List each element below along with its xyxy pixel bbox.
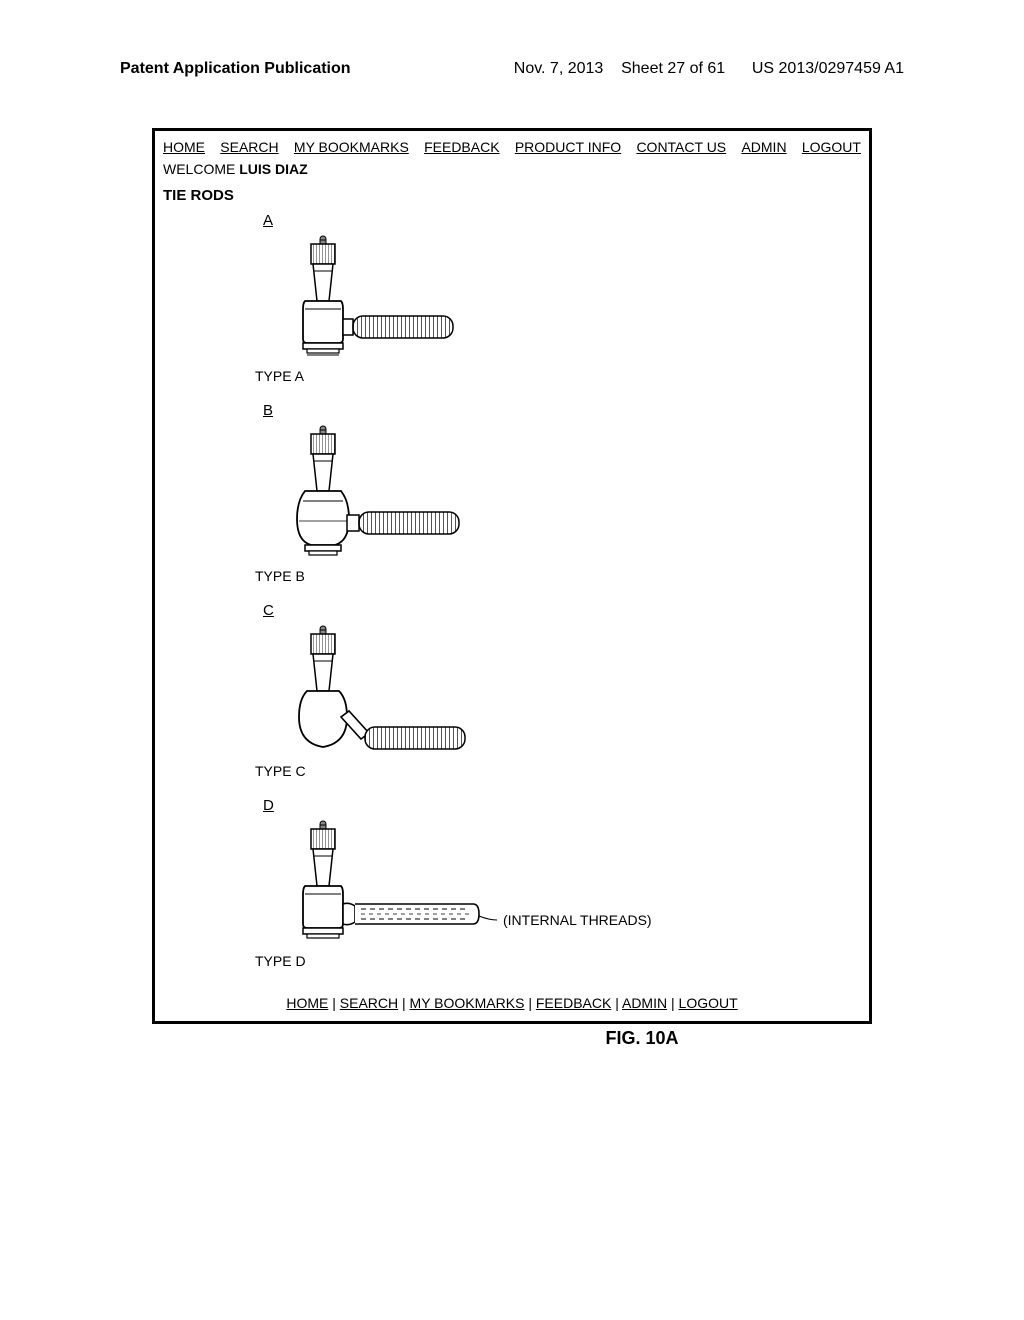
drawing-type-a	[283, 231, 861, 366]
welcome-prefix: WELCOME	[163, 161, 239, 177]
sheet-number: Sheet 27 of 61	[621, 60, 725, 77]
item-type-a: A TYPE A	[263, 212, 861, 384]
nav-feedback[interactable]: FEEDBACK	[424, 139, 499, 155]
link-type-d[interactable]: D	[263, 797, 274, 814]
caption-type-b: TYPE B	[255, 568, 861, 584]
item-list: A TYPE A B TYPE B C TYPE C D	[163, 212, 861, 969]
figure-label: FIG. 10A	[152, 1028, 872, 1049]
link-type-b[interactable]: B	[263, 402, 273, 419]
nav-admin[interactable]: ADMIN	[741, 139, 786, 155]
publication-type: Patent Application Publication	[120, 60, 351, 78]
page-header: Patent Application Publication Nov. 7, 2…	[0, 0, 1024, 88]
link-type-a[interactable]: A	[263, 212, 273, 229]
bottom-nav-home[interactable]: HOME	[286, 995, 328, 1011]
caption-type-a: TYPE A	[255, 368, 861, 384]
bottom-nav: HOME | SEARCH | MY BOOKMARKS | FEEDBACK …	[163, 987, 861, 1011]
nav-home[interactable]: HOME	[163, 139, 205, 155]
header-right: Nov. 7, 2013 Sheet 27 of 61 US 2013/0297…	[514, 60, 904, 78]
item-type-c: C TYPE C	[263, 602, 861, 779]
link-type-c[interactable]: C	[263, 602, 274, 619]
pub-date: Nov. 7, 2013	[514, 60, 604, 77]
note-type-d: (INTERNAL THREADS)	[503, 912, 652, 928]
bottom-nav-admin[interactable]: ADMIN	[622, 995, 667, 1011]
drawing-type-d: (INTERNAL THREADS)	[283, 816, 861, 951]
drawing-type-b	[283, 421, 861, 566]
publication-number: US 2013/0297459 A1	[752, 60, 904, 77]
caption-type-c: TYPE C	[255, 763, 861, 779]
figure-frame: HOME SEARCH MY BOOKMARKS FEEDBACK PRODUC…	[152, 128, 872, 1024]
caption-type-d: TYPE D	[255, 953, 861, 969]
bottom-nav-search[interactable]: SEARCH	[340, 995, 398, 1011]
bottom-nav-logout[interactable]: LOGOUT	[679, 995, 738, 1011]
nav-productinfo[interactable]: PRODUCT INFO	[515, 139, 621, 155]
item-type-d: D (INTERNAL THREADS) TYPE D	[263, 797, 861, 969]
nav-search[interactable]: SEARCH	[220, 139, 278, 155]
welcome-user: LUIS DIAZ	[239, 161, 307, 177]
nav-logout[interactable]: LOGOUT	[802, 139, 861, 155]
bottom-nav-bookmarks[interactable]: MY BOOKMARKS	[410, 995, 525, 1011]
section-title: TIE RODS	[163, 183, 861, 212]
drawing-type-c	[283, 621, 861, 761]
nav-contact[interactable]: CONTACT US	[636, 139, 726, 155]
item-type-b: B TYPE B	[263, 402, 861, 584]
welcome-line: WELCOME LUIS DIAZ	[163, 159, 861, 183]
nav-bookmarks[interactable]: MY BOOKMARKS	[294, 139, 409, 155]
top-nav: HOME SEARCH MY BOOKMARKS FEEDBACK PRODUC…	[163, 137, 861, 159]
bottom-nav-feedback[interactable]: FEEDBACK	[536, 995, 611, 1011]
